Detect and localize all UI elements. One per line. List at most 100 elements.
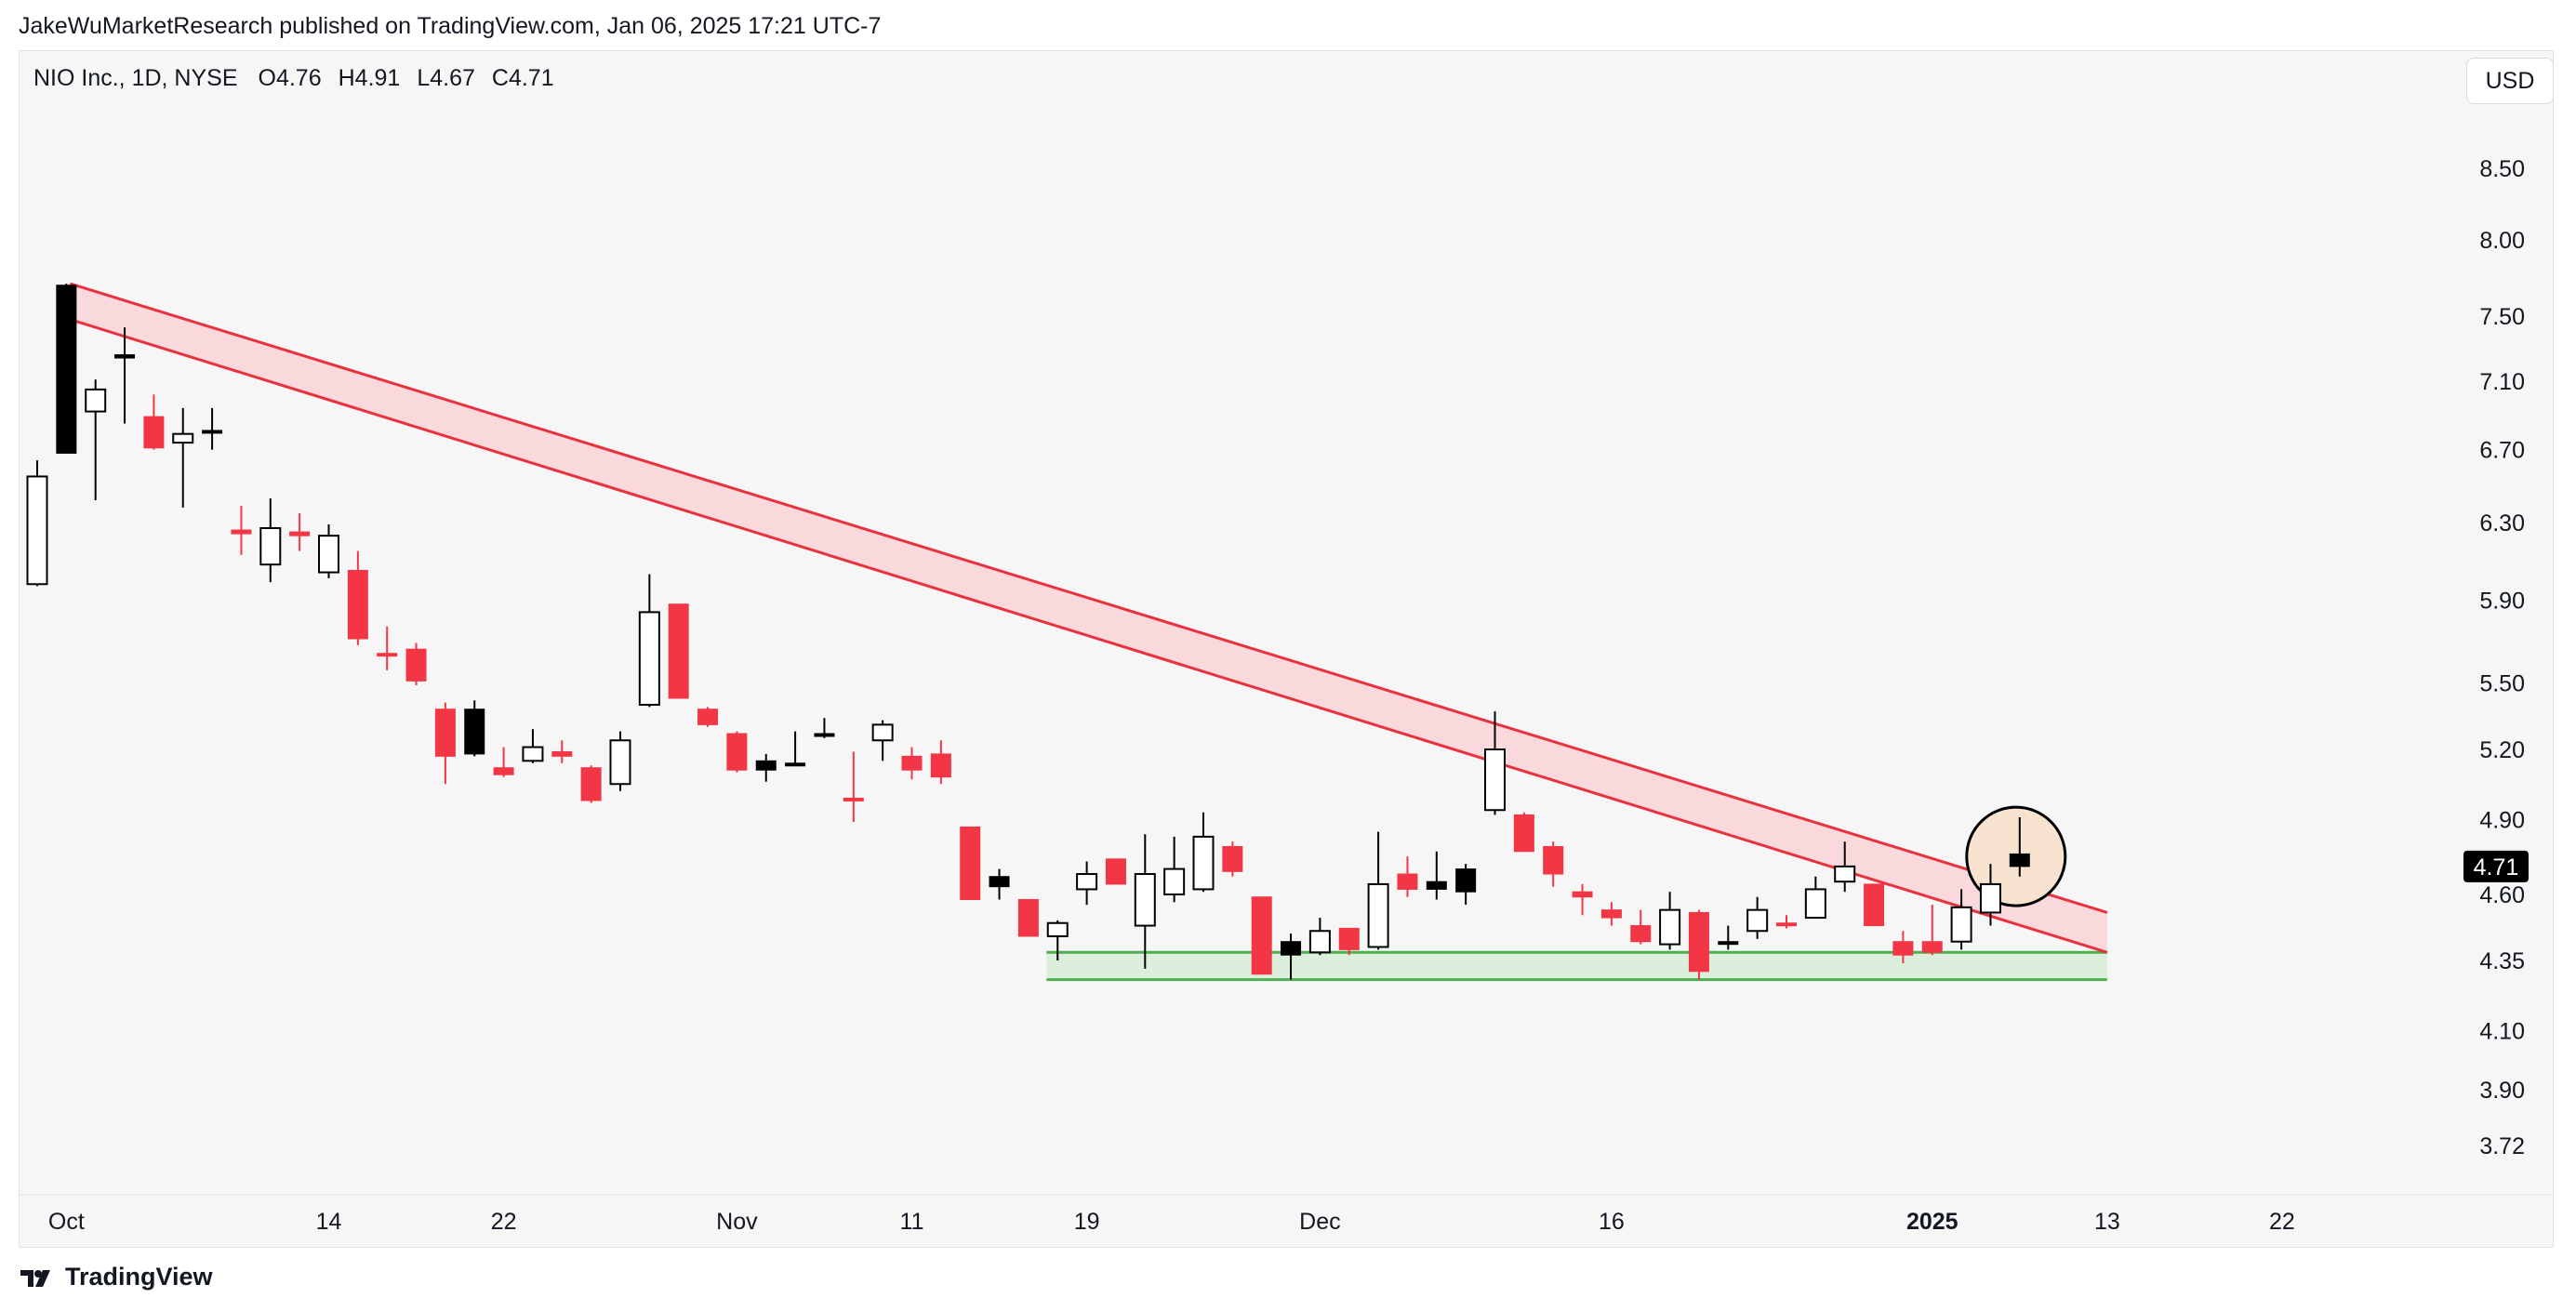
- candle[interactable]: [1659, 892, 1681, 950]
- candle[interactable]: [1630, 909, 1652, 945]
- candle-body: [1630, 925, 1652, 943]
- candle[interactable]: [2009, 816, 2030, 877]
- candle[interactable]: [1864, 883, 1885, 927]
- price-tick-label: 5.20: [2479, 737, 2525, 763]
- candle[interactable]: [580, 765, 602, 803]
- candle-body: [405, 648, 427, 682]
- candle[interactable]: [1134, 834, 1156, 969]
- candle[interactable]: [785, 731, 806, 767]
- candle[interactable]: [85, 379, 107, 500]
- candle[interactable]: [114, 327, 136, 424]
- candle[interactable]: [1804, 876, 1826, 920]
- candle[interactable]: [1950, 889, 1972, 950]
- candle[interactable]: [1426, 851, 1447, 900]
- candle[interactable]: [668, 603, 689, 699]
- candle[interactable]: [1921, 905, 1943, 956]
- candle-body: [1134, 873, 1156, 927]
- candle-body: [843, 797, 864, 801]
- candle[interactable]: [755, 753, 777, 782]
- candle[interactable]: [26, 460, 48, 587]
- candle-body: [114, 354, 136, 359]
- candle[interactable]: [1397, 856, 1418, 897]
- chart-area[interactable]: [19, 50, 2554, 1248]
- candle[interactable]: [259, 497, 282, 583]
- candle[interactable]: [843, 751, 864, 823]
- candle[interactable]: [989, 868, 1010, 900]
- candle[interactable]: [202, 407, 223, 450]
- candle[interactable]: [1281, 934, 1302, 980]
- candle[interactable]: [1543, 841, 1564, 887]
- candle-body: [580, 767, 602, 801]
- price-tick-label: 6.30: [2479, 510, 2525, 536]
- candle[interactable]: [871, 720, 894, 761]
- candle[interactable]: [1163, 836, 1186, 903]
- time-tick-label: Oct: [48, 1209, 85, 1235]
- resistance-upper-line[interactable]: [69, 282, 2108, 914]
- candle[interactable]: [1222, 841, 1243, 877]
- candle[interactable]: [1572, 883, 1593, 916]
- candle-body: [1484, 748, 1506, 812]
- candle[interactable]: [1776, 915, 1797, 929]
- candle-body: [1688, 911, 1709, 973]
- currency-button[interactable]: USD: [2466, 58, 2554, 104]
- candle[interactable]: [901, 747, 923, 780]
- candle[interactable]: [1251, 896, 1272, 975]
- candle-body: [522, 746, 544, 762]
- candle[interactable]: [289, 512, 311, 551]
- candle[interactable]: [609, 731, 631, 791]
- candle[interactable]: [726, 731, 748, 773]
- candle[interactable]: [960, 826, 981, 900]
- support-zone-fill[interactable]: [1046, 952, 2107, 980]
- candle[interactable]: [930, 740, 951, 785]
- candle[interactable]: [638, 574, 660, 708]
- candle[interactable]: [551, 740, 573, 763]
- candle[interactable]: [172, 407, 194, 508]
- candle[interactable]: [1718, 925, 1739, 950]
- candle[interactable]: [1892, 931, 1914, 963]
- candle[interactable]: [1979, 864, 2001, 926]
- candle[interactable]: [1105, 858, 1126, 885]
- candle-body: [1338, 927, 1360, 950]
- candle[interactable]: [493, 747, 514, 777]
- candle[interactable]: [1455, 864, 1477, 906]
- candle[interactable]: [697, 707, 719, 727]
- candle[interactable]: [1367, 831, 1389, 950]
- candle-body: [1367, 882, 1389, 948]
- candle[interactable]: [1192, 812, 1215, 893]
- candle[interactable]: [143, 394, 165, 450]
- candle[interactable]: [1017, 898, 1039, 937]
- price-tick-label: 3.90: [2479, 1078, 2525, 1104]
- candle[interactable]: [318, 523, 339, 578]
- candle[interactable]: [1308, 918, 1331, 956]
- candle[interactable]: [1600, 902, 1622, 926]
- tradingview-logo-icon: [20, 1269, 50, 1287]
- candle[interactable]: [464, 700, 485, 757]
- candle[interactable]: [814, 718, 835, 738]
- candle[interactable]: [1484, 711, 1506, 815]
- candle-body: [202, 430, 223, 434]
- candle[interactable]: [522, 729, 544, 763]
- candle[interactable]: [377, 626, 398, 670]
- tradingview-footer[interactable]: TradingView: [19, 1263, 213, 1291]
- candle-body: [464, 708, 485, 755]
- candle[interactable]: [1688, 909, 1709, 980]
- candles-layer: [26, 284, 2030, 980]
- candle[interactable]: [434, 702, 456, 785]
- candle[interactable]: [1746, 896, 1769, 939]
- candle[interactable]: [1338, 927, 1360, 956]
- candle[interactable]: [1046, 920, 1069, 961]
- price-tick-label: 4.10: [2479, 1018, 2525, 1044]
- candle-body: [1397, 873, 1418, 890]
- legend-symbol[interactable]: NIO Inc., 1D, NYSE: [33, 65, 238, 91]
- candle-body: [1455, 868, 1477, 893]
- candle[interactable]: [1513, 812, 1534, 853]
- resistance-lower-line[interactable]: [69, 318, 2108, 954]
- candle[interactable]: [1834, 841, 1856, 893]
- candle[interactable]: [56, 284, 77, 454]
- candle[interactable]: [1076, 861, 1098, 906]
- candle[interactable]: [347, 550, 368, 645]
- resistance-channel-fill[interactable]: [70, 284, 2107, 953]
- candle[interactable]: [405, 642, 427, 685]
- candle[interactable]: [231, 505, 252, 555]
